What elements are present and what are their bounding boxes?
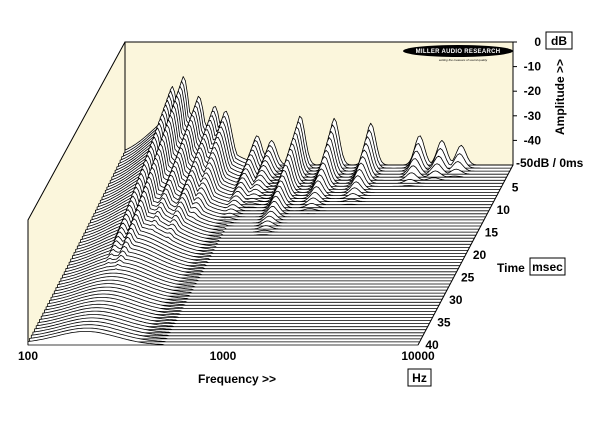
brand-logo: MILLER AUDIO RESEARCH setting the measur… [403, 45, 513, 62]
amplitude-unit-box [545, 31, 573, 50]
waterfall-slice [75, 218, 466, 257]
time-tick-label: 30 [449, 293, 463, 307]
frequency-ticks: 100 1000 10000 [18, 349, 435, 363]
frequency-unit-box [407, 368, 432, 387]
waterfall-slice [78, 209, 469, 251]
waterfall-slice [58, 263, 449, 288]
time-tick-label: 15 [485, 226, 499, 240]
waterfall-slice [49, 286, 440, 306]
waterfall-slice [88, 181, 478, 233]
logo-text: MILLER AUDIO RESEARCH [416, 49, 501, 55]
frequency-axis-title: Frequency >> [198, 372, 276, 386]
waterfall-slice [83, 195, 474, 242]
waterfall-slice [40, 303, 432, 321]
waterfall-slice [32, 320, 424, 337]
waterfall-slice [39, 307, 430, 324]
waterfall-slice [72, 227, 462, 263]
waterfall-slice [35, 314, 427, 331]
waterfall-slice [73, 223, 464, 260]
waterfall-slice [37, 310, 429, 328]
frequency-tick-label: 10000 [401, 349, 435, 363]
amplitude-floor-label: -50dB / 0ms [516, 156, 584, 170]
waterfall-slice [42, 300, 433, 318]
amplitude-tick-label: -30 [524, 109, 542, 123]
waterfall-slice [29, 327, 420, 343]
waterfall-slice [62, 254, 453, 282]
waterfall-slice [91, 171, 482, 227]
waterfall-slice [30, 324, 422, 340]
waterfall-slice [47, 290, 438, 309]
amplitude-tick-label: 0 [534, 35, 541, 49]
logo-oval [403, 45, 513, 57]
waterfall-slice [95, 162, 485, 221]
waterfall-slice [81, 199, 472, 245]
waterfall-slice [80, 204, 470, 248]
amplitude-ticks: 0 -10 -20 -30 -40 [513, 35, 541, 147]
waterfall-slice [85, 190, 475, 239]
waterfall-slice [96, 157, 486, 218]
waterfall-slice [93, 167, 483, 224]
time-ticks: 510 15 20 25 30 35 40 [425, 181, 518, 353]
amplitude-unit: dB [551, 34, 567, 48]
waterfall-slice [70, 232, 461, 267]
waterfall-slice [63, 250, 454, 279]
waterfall-slice [44, 297, 435, 315]
logo-tagline: setting the measure of sound quality [439, 58, 488, 62]
amplitude-tick-label: -40 [524, 133, 542, 147]
waterfall-slice [27, 331, 419, 346]
amplitude-tick-label: -10 [524, 60, 542, 74]
frequency-unit: Hz [412, 371, 427, 385]
floor-right-edge [417, 164, 514, 346]
time-unit: msec [532, 260, 563, 274]
time-tick-label: 35 [437, 316, 451, 330]
waterfall-slices [27, 76, 514, 346]
time-tick-label: 40 [425, 338, 439, 352]
waterfall-slice [68, 236, 459, 270]
waterfall-slice [76, 213, 467, 254]
time-tick-label: 5 [512, 181, 519, 195]
frequency-tick-label: 100 [18, 349, 38, 363]
waterfall-slice [45, 293, 437, 312]
amplitude-tick-label: -20 [524, 84, 542, 98]
waterfall-slice [65, 245, 456, 276]
time-tick-label: 10 [497, 203, 511, 217]
frequency-tick-label: 1000 [210, 349, 237, 363]
time-tick-label: 25 [461, 271, 475, 285]
amplitude-axis-title: Amplitude >> [553, 59, 567, 135]
time-axis-title: Time [497, 261, 525, 275]
waterfall-slice [60, 259, 451, 285]
waterfall-slice [90, 176, 480, 230]
time-tick-label: 20 [473, 248, 487, 262]
waterfall-slice [34, 317, 425, 334]
time-unit-box [529, 257, 566, 276]
waterfall-slice [67, 241, 457, 273]
waterfall-slice [86, 185, 477, 236]
